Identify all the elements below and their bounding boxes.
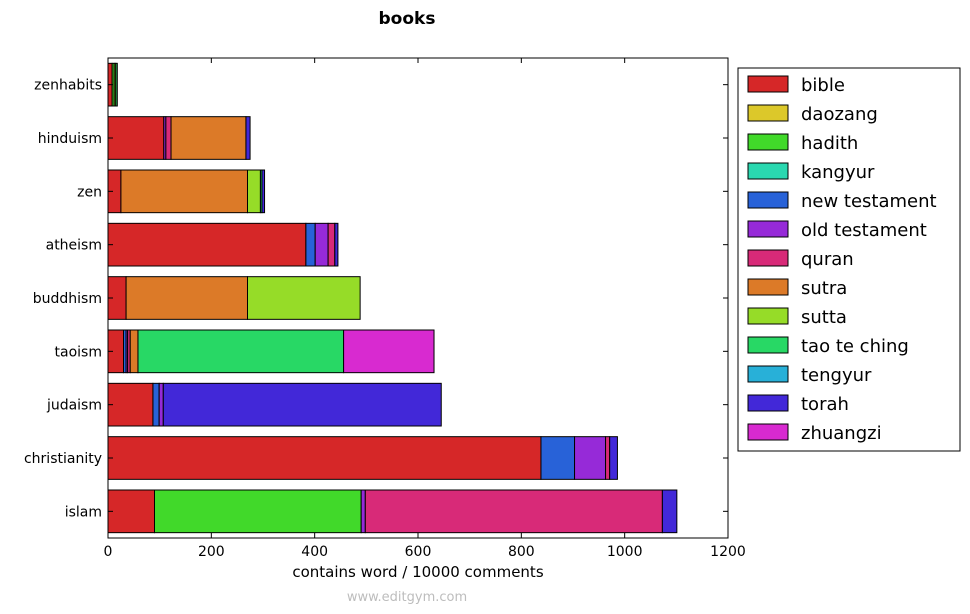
bar-islam-bible: [107, 489, 155, 534]
y-tick-label: hinduism: [38, 131, 102, 147]
bar-atheism-quran: [327, 222, 336, 267]
y-tick-label: buddhism: [33, 291, 102, 307]
legend-swatch: [747, 336, 789, 354]
chart-title: books: [379, 9, 436, 29]
y-tick-label: islam: [65, 504, 102, 520]
x-tick-label: 400: [301, 544, 328, 560]
bar-hinduism-sutra: [170, 116, 247, 160]
legend-swatch: [747, 75, 789, 93]
x-tick-label: 600: [405, 544, 432, 560]
legend-label: new testament: [801, 191, 937, 212]
legend-swatch: [747, 104, 789, 122]
legend-swatch: [747, 307, 789, 325]
y-tick-label: atheism: [46, 238, 102, 254]
legend-label: zhuangzi: [801, 423, 882, 444]
plot-area: [107, 62, 678, 534]
bar-christianity-quran: [605, 436, 611, 480]
legend-swatch: [747, 133, 789, 151]
legend-swatch: [747, 394, 789, 412]
bar-zenhabits-tao-te-ching: [115, 62, 118, 107]
bar-zen-torah: [261, 169, 266, 214]
legend-label: sutra: [801, 278, 847, 299]
bar-taoism-sutra: [129, 329, 139, 374]
bar-buddhism-sutta: [247, 276, 361, 320]
x-tick-label: 0: [104, 544, 113, 560]
legend-label: daozang: [801, 104, 878, 125]
bar-hinduism-bible: [107, 116, 165, 160]
legend-swatch: [747, 162, 789, 180]
bar-atheism-torah: [334, 222, 339, 267]
bar-judaism-old-testament: [158, 382, 164, 427]
footer-watermark: www.editgym.com: [347, 590, 467, 605]
legend-swatch: [747, 423, 789, 441]
bar-islam-torah: [661, 489, 678, 534]
bar-christianity-bible: [107, 436, 542, 480]
x-tick-label: 1000: [607, 544, 643, 560]
bar-judaism-torah: [162, 382, 442, 427]
legend-swatch: [747, 365, 789, 383]
bar-atheism-new-testament: [305, 222, 316, 267]
bar-atheism-old-testament: [314, 222, 329, 267]
legend-label: sutta: [801, 307, 847, 328]
bar-taoism-tao-te-ching: [137, 329, 345, 374]
bar-christianity-torah: [609, 436, 618, 480]
y-tick-label: zen: [77, 184, 102, 200]
y-tick-label: judaism: [46, 398, 102, 414]
bar-islam-old-testament: [360, 489, 366, 534]
legend-swatch: [747, 278, 789, 296]
bar-christianity-old-testament: [574, 436, 607, 480]
bar-zen-sutra: [120, 169, 248, 214]
bar-hinduism-quran: [165, 116, 172, 160]
bar-taoism-zhuangzi: [343, 329, 435, 374]
y-tick-label: zenhabits: [34, 78, 102, 94]
bar-hinduism-torah: [245, 116, 251, 160]
legend-swatch: [747, 191, 789, 209]
legend-label: old testament: [801, 220, 927, 241]
bar-zen-sutta: [247, 169, 261, 214]
x-tick-label: 800: [508, 544, 535, 560]
y-tick-label: christianity: [24, 451, 102, 467]
bar-judaism-bible: [107, 382, 154, 427]
axes: zenhabits hinduism zen atheism buddhism taois…: [24, 58, 746, 560]
legend-label: torah: [801, 394, 849, 415]
legend-swatch: [747, 220, 789, 238]
y-tick-label: taoism: [55, 344, 102, 360]
legend-label: tao te ching: [801, 336, 909, 357]
legend-label: quran: [801, 249, 854, 270]
legend-swatch: [747, 249, 789, 267]
x-axis-label: contains word / 10000 comments: [292, 563, 543, 581]
bar-judaism-new-testament: [152, 382, 160, 427]
bar-christianity-new-testament: [540, 436, 576, 480]
bar-islam-hadith: [154, 489, 362, 534]
x-tick-label: 1200: [710, 544, 746, 560]
legend-label: bible: [801, 75, 845, 96]
legend: bible daozang hadith kangyur new testament ol…: [737, 67, 961, 452]
legend-label: hadith: [801, 133, 858, 154]
bar-buddhism-sutra: [125, 276, 248, 320]
legend-label: kangyur: [801, 162, 875, 183]
legend-label: tengyur: [801, 365, 872, 386]
bar-islam-quran: [364, 489, 663, 534]
x-tick-label: 200: [198, 544, 225, 560]
bar-atheism-bible: [107, 222, 307, 267]
